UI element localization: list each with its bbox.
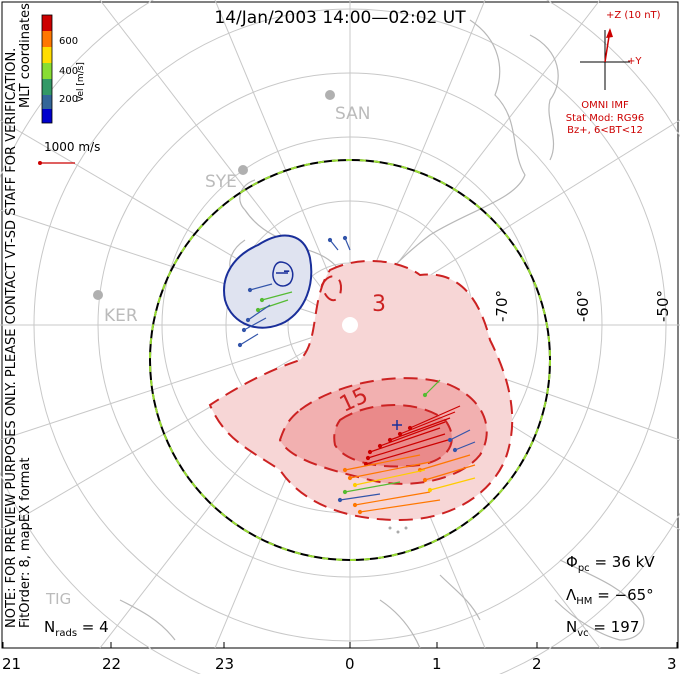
lat-label-50: -50° xyxy=(654,290,672,322)
colorbar-tick-600: 600 xyxy=(59,36,79,47)
mlt-2: 2 xyxy=(532,655,542,673)
imf-z-label: +Z (10 nT) xyxy=(606,10,661,21)
dusk-dash xyxy=(320,275,342,302)
station-tig: TIG xyxy=(46,590,72,608)
velocity-colorbar xyxy=(41,14,53,124)
reference-vector-dot xyxy=(38,161,42,165)
station-sye: SYE xyxy=(205,172,237,192)
imf-source: OMNI IMF xyxy=(581,100,629,111)
velocity-vectors-green xyxy=(255,291,441,495)
contour-label-3: 3 xyxy=(372,292,386,317)
pole-dot xyxy=(342,317,358,333)
hm-boundary-dash xyxy=(149,159,551,561)
positive-cell-inner xyxy=(333,404,453,468)
station-san: SAN xyxy=(335,104,371,124)
stat-lambda-hm: ΛHM = −65° xyxy=(566,586,654,607)
imf-condition: Bz+, 6<BT<12 xyxy=(567,125,643,136)
colorbar-tick-400: 400 xyxy=(59,66,79,77)
preview-note: NOTE: FOR PREVIEW PURPOSES ONLY. PLEASE … xyxy=(4,47,19,628)
imf-arrowhead xyxy=(606,28,613,38)
negative-cell xyxy=(223,234,313,329)
imf-y-label: +Y xyxy=(627,56,642,67)
negative-cell-inner xyxy=(272,261,294,287)
mlt-1: 1 xyxy=(432,655,442,673)
mlt-3: 3 xyxy=(667,655,677,673)
station-ker: KER xyxy=(104,306,138,326)
velocity-vectors-yellow xyxy=(352,469,476,493)
lat-label-60: -60° xyxy=(574,290,592,322)
stat-phi-pc: Φpc = 36 kV xyxy=(566,553,655,574)
lat-label-70: -70° xyxy=(493,290,511,322)
mlt-22: 22 xyxy=(102,655,122,673)
fit-order-note: FitOrder: 8, mapEX format xyxy=(18,457,33,628)
colorbar-tick-200: 200 xyxy=(59,94,79,105)
mlt-0: 0 xyxy=(345,655,355,673)
mlt-23: 23 xyxy=(215,655,235,673)
velocity-vectors-blue xyxy=(237,235,476,503)
mlt-ticks xyxy=(2,642,678,648)
stat-n-rads: Nrads = 4 xyxy=(44,618,109,639)
contour-label-neg: - xyxy=(283,258,291,282)
stat-n-vc: Nvc = 197 xyxy=(566,618,640,639)
mlt-coordinates-label: MLT coordinates xyxy=(18,3,33,108)
imf-model: Stat Mod: RG96 xyxy=(565,113,645,124)
velocity-vectors-red xyxy=(363,405,461,467)
reference-vector-label: 1000 m/s xyxy=(44,140,101,154)
coast-dots xyxy=(93,90,335,300)
mlt-21: 21 xyxy=(2,655,22,673)
map-title: 14/Jan/2003 14:00—02:02 UT xyxy=(214,8,466,28)
scatter-gray-points xyxy=(388,526,408,534)
